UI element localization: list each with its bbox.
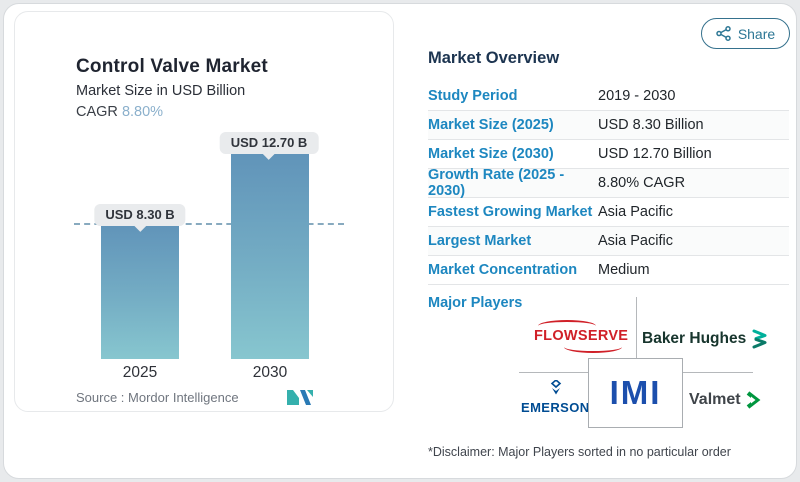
share-button-label: Share <box>737 25 776 42</box>
source-attribution: Source : Mordor Intelligence <box>76 390 239 405</box>
x-axis-label-2025: 2025 <box>122 364 158 381</box>
bar-2025-value-badge: USD 8.30 B <box>94 204 186 226</box>
row-label: Market Size (2030) <box>428 146 554 162</box>
table-row-fastest-growing-market: Fastest Growing Market Asia Pacific <box>428 198 789 227</box>
imi-logo-box: IMI <box>588 358 683 428</box>
row-label: Market Concentration <box>428 262 578 278</box>
bar-2030 <box>231 150 309 359</box>
row-value: Medium <box>598 262 650 278</box>
cagr-label: CAGR <box>76 104 118 120</box>
table-row-market-concentration: Market Concentration Medium <box>428 256 789 285</box>
reference-dashed-line <box>74 223 344 225</box>
emerson-icon <box>550 378 562 395</box>
flowserve-arc-bottom <box>564 341 622 353</box>
row-value: 8.80% CAGR <box>598 175 686 191</box>
chart-subtitle: Market Size in USD Billion <box>76 83 246 99</box>
cagr-value: 8.80% <box>121 104 164 120</box>
share-icon <box>716 26 731 41</box>
bar-2025 <box>101 222 179 359</box>
row-value: Asia Pacific <box>598 233 673 249</box>
table-row-growth-rate: Growth Rate (2025 - 2030) 8.80% CAGR <box>428 167 789 199</box>
players-disclaimer: *Disclaimer: Major Players sorted in no … <box>428 445 731 459</box>
row-label: Fastest Growing Market <box>428 204 593 220</box>
emerson-wordmark: EMERSON. <box>521 400 594 415</box>
chart-cagr: CAGR 8.80% <box>76 104 163 120</box>
row-value: USD 8.30 Billion <box>598 117 704 133</box>
table-row-market-size-2030: Market Size (2030) USD 12.70 Billion <box>428 140 789 169</box>
row-label: Market Size (2025) <box>428 117 554 133</box>
baker-hughes-icon <box>752 329 767 349</box>
row-value: USD 12.70 Billion <box>598 146 712 162</box>
bar-2030-value-badge: USD 12.70 B <box>219 132 319 154</box>
table-row-market-size-2025: Market Size (2025) USD 8.30 Billion <box>428 111 789 140</box>
share-button[interactable]: Share <box>701 18 790 49</box>
players-connector-right <box>683 372 753 373</box>
emerson-logo: EMERSON. <box>521 378 594 415</box>
baker-hughes-wordmark: Baker Hughes <box>642 330 747 347</box>
table-row-study-period: Study Period 2019 - 2030 <box>428 82 789 111</box>
chart-title: Control Valve Market <box>76 56 268 77</box>
flowserve-logo: FLOWSERVE <box>534 320 629 353</box>
valmet-arrow-icon <box>746 391 761 409</box>
report-card: Control Valve Market Market Size in USD … <box>3 3 797 479</box>
market-overview-table: Study Period 2019 - 2030 Market Size (20… <box>428 82 789 285</box>
market-overview-heading: Market Overview <box>428 49 560 67</box>
source-label: Source : <box>76 390 125 405</box>
row-label: Study Period <box>428 88 518 104</box>
row-value: Asia Pacific <box>598 204 673 220</box>
row-label: Growth Rate (2025 - 2030) <box>428 167 565 199</box>
row-label: Largest Market <box>428 233 532 249</box>
table-row-largest-market: Largest Market Asia Pacific <box>428 227 789 256</box>
row-value: 2019 - 2030 <box>598 88 676 104</box>
flowserve-arc-top <box>538 320 596 332</box>
source-name: Mordor Intelligence <box>128 390 239 405</box>
x-axis-label-2030: 2030 <box>252 364 288 381</box>
imi-wordmark: IMI <box>609 374 662 411</box>
major-players-label: Major Players <box>428 295 523 311</box>
baker-hughes-logo: Baker Hughes <box>642 329 768 349</box>
valmet-logo: Valmet <box>689 391 761 409</box>
mordor-intelligence-logo-icon <box>287 390 313 405</box>
players-connector-left <box>519 372 588 373</box>
valmet-wordmark: Valmet <box>689 391 741 408</box>
market-size-chart-card: Control Valve Market Market Size in USD … <box>14 11 394 412</box>
bar-chart-plot: USD 8.30 B USD 12.70 B 2025 2030 <box>15 12 393 411</box>
players-connector-vertical <box>636 297 637 358</box>
flowserve-wordmark: FLOWSERVE <box>534 328 629 344</box>
